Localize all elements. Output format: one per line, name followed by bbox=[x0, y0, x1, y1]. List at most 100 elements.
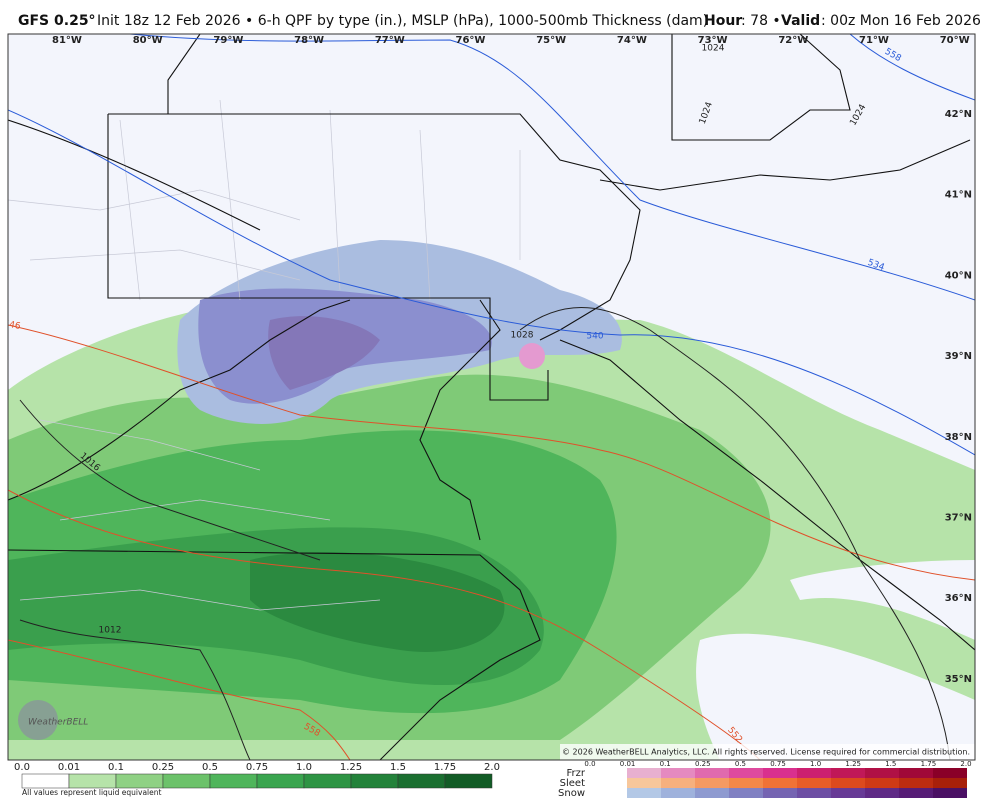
valid: : 00z Mon 16 Feb 2026 bbox=[821, 13, 981, 29]
isobar-label: 1012 bbox=[99, 626, 122, 636]
type-swatch bbox=[661, 768, 695, 778]
rain-scale-label: 0.5 bbox=[202, 762, 218, 773]
type-swatch bbox=[865, 778, 899, 788]
valid-label: Valid bbox=[781, 13, 820, 29]
model: GFS 0.25° bbox=[18, 13, 96, 29]
type-swatch bbox=[865, 768, 899, 778]
type-scale-label: 0.01 bbox=[620, 760, 636, 768]
rain-scale-label: 1.25 bbox=[340, 762, 362, 773]
isobar-label: 1024 bbox=[702, 44, 725, 54]
longitude-label: 76°W bbox=[456, 35, 486, 46]
map-labels: 81°W 80°W 79°W 78°W 77°W 76°W 75°W 74°W 73°W 72°W… bbox=[3, 35, 972, 745]
type-swatch bbox=[729, 768, 763, 778]
type-swatch bbox=[899, 768, 933, 778]
rain-swatch bbox=[162, 773, 211, 789]
rain-scale-label: 1.75 bbox=[434, 762, 456, 773]
rain-scale-label: 1.5 bbox=[390, 762, 406, 773]
type-swatch bbox=[933, 788, 967, 798]
type-scale-label: 0.75 bbox=[770, 760, 786, 768]
type-label: Snow bbox=[558, 788, 585, 799]
type-swatch bbox=[763, 768, 797, 778]
type-swatch bbox=[763, 778, 797, 788]
rain-swatch bbox=[444, 773, 493, 789]
rain-swatch bbox=[209, 773, 258, 789]
rain-swatch bbox=[68, 773, 117, 789]
type-swatch bbox=[763, 788, 797, 798]
longitude-label: 70°W bbox=[940, 35, 970, 46]
longitude-label: 72°W bbox=[778, 35, 808, 46]
type-swatch bbox=[661, 778, 695, 788]
latitude-label: 36°N bbox=[945, 593, 972, 604]
type-label: Frzr bbox=[567, 768, 586, 779]
copyright: © 2026 WeatherBELL Analytics, LLC. All r… bbox=[562, 748, 970, 757]
type-swatch bbox=[865, 788, 899, 798]
type-scale-label: 2.0 bbox=[960, 760, 971, 768]
thickness-label: 546 bbox=[3, 319, 22, 332]
latitude-label: 38°N bbox=[945, 432, 972, 443]
type-swatch bbox=[695, 768, 729, 778]
type-swatch bbox=[797, 768, 831, 778]
latitude-label: 37°N bbox=[945, 513, 972, 524]
type-swatch bbox=[695, 778, 729, 788]
thickness-label: 540 bbox=[586, 332, 603, 342]
type-scale-label: 0.5 bbox=[735, 760, 746, 768]
latitude-label: 39°N bbox=[945, 351, 972, 362]
type-swatch bbox=[899, 788, 933, 798]
type-label: Sleet bbox=[560, 778, 585, 789]
rain-swatch bbox=[303, 773, 352, 789]
rain-swatch bbox=[397, 773, 446, 789]
hour-label: Hour bbox=[704, 13, 742, 29]
rain-scale-label: 0.75 bbox=[246, 762, 268, 773]
hour: : 78 • bbox=[741, 13, 781, 29]
type-swatch bbox=[899, 778, 933, 788]
longitude-label: 79°W bbox=[213, 35, 243, 46]
legend: 0.0 0.01 0.1 0.25 0.5 0.75 1.0 1.25 1.5 1.75 2.0 Fr… bbox=[14, 760, 972, 799]
type-swatch bbox=[695, 788, 729, 798]
type-swatch bbox=[627, 768, 661, 778]
rain-scale-label: 0.25 bbox=[152, 762, 174, 773]
longitude-label: 77°W bbox=[375, 35, 405, 46]
type-swatch bbox=[933, 768, 967, 778]
type-swatch bbox=[797, 788, 831, 798]
longitude-label: 78°W bbox=[294, 35, 324, 46]
type-scale-label: 1.75 bbox=[921, 760, 937, 768]
isobar-label: 1028 bbox=[511, 331, 534, 341]
rain-scale-label: 1.0 bbox=[296, 762, 312, 773]
type-swatch bbox=[627, 778, 661, 788]
type-swatch bbox=[729, 778, 763, 788]
latitude-label: 35°N bbox=[945, 674, 972, 685]
description: Init 18z 12 Feb 2026 • 6-h QPF by type (… bbox=[97, 13, 708, 29]
map: 81°W 80°W 79°W 78°W 77°W 76°W 75°W 74°W 73°W 72°W… bbox=[3, 34, 975, 760]
longitude-label: 71°W bbox=[859, 35, 889, 46]
legend-note: All values represent liquid equivalent bbox=[22, 788, 161, 797]
latitude-label: 40°N bbox=[945, 270, 972, 281]
type-swatch bbox=[831, 788, 865, 798]
type-swatch bbox=[933, 778, 967, 788]
type-scale-label: 0.25 bbox=[695, 760, 711, 768]
rain-swatch bbox=[350, 773, 399, 789]
rain-scale-label: 0.01 bbox=[58, 762, 80, 773]
rain-scale-label: 2.0 bbox=[484, 762, 500, 773]
type-swatch bbox=[831, 778, 865, 788]
type-scale-label: 1.0 bbox=[810, 760, 821, 768]
longitude-label: 81°W bbox=[52, 35, 82, 46]
rain-swatch bbox=[21, 773, 70, 789]
type-scale-label: 1.5 bbox=[885, 760, 896, 768]
longitude-label: 74°W bbox=[617, 35, 647, 46]
latitude-label: 42°N bbox=[945, 109, 972, 120]
type-scale-label: 0.1 bbox=[660, 760, 671, 768]
type-swatch bbox=[627, 788, 661, 798]
type-swatch bbox=[661, 788, 695, 798]
rain-swatch bbox=[115, 773, 164, 789]
longitude-label: 75°W bbox=[536, 35, 566, 46]
longitude-label: 73°W bbox=[698, 35, 728, 46]
logo: WeatherBELL bbox=[28, 718, 88, 728]
longitude-label: 80°W bbox=[133, 35, 163, 46]
latitude-label: 41°N bbox=[945, 190, 972, 201]
type-swatch bbox=[797, 778, 831, 788]
rain-scale-label: 0.1 bbox=[108, 762, 124, 773]
rain-swatch bbox=[256, 773, 305, 789]
type-swatch bbox=[729, 788, 763, 798]
type-scale-label: 1.25 bbox=[845, 760, 861, 768]
